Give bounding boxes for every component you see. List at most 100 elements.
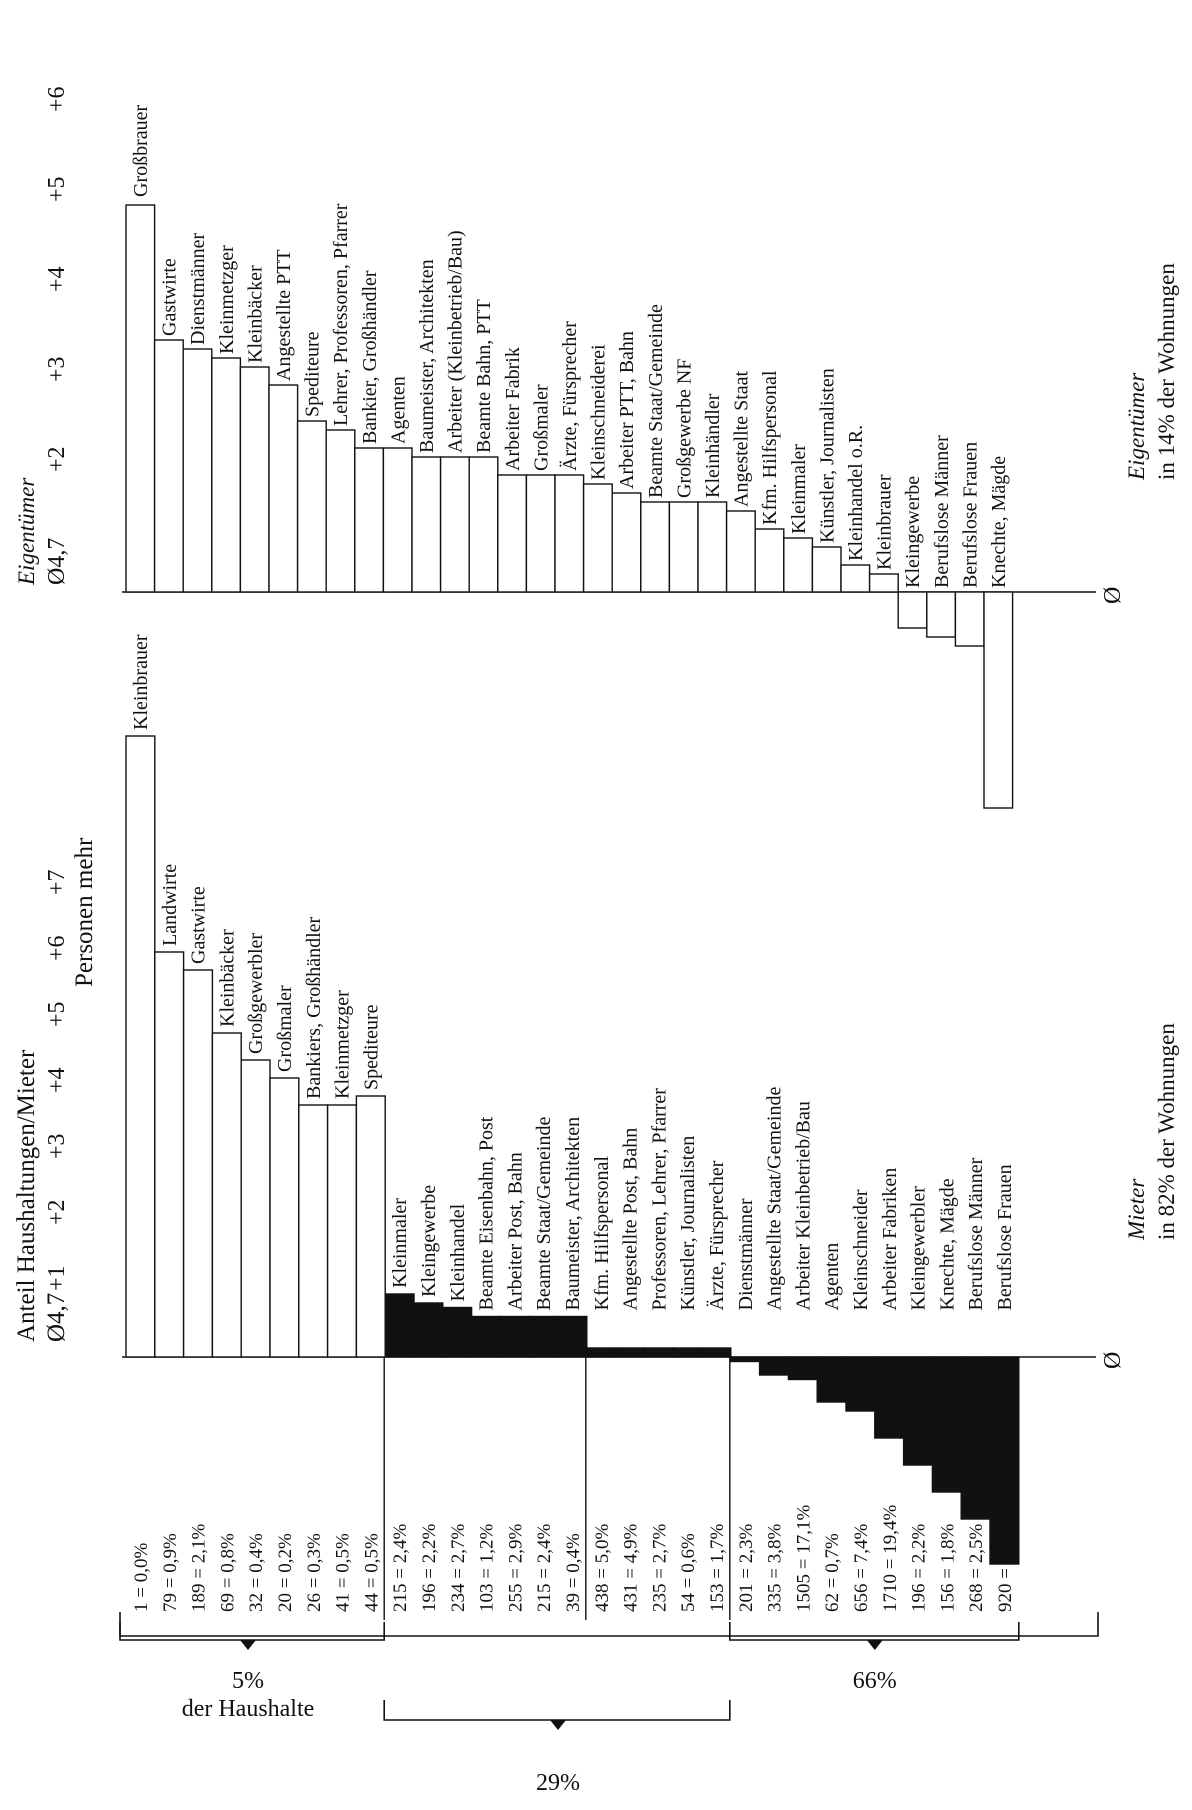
category-label: Agenten [387,376,409,444]
footnote-text: in 14% der Wohnungen [1154,263,1179,480]
scale-tick-label: +5 [44,1001,70,1027]
bar [811,546,842,593]
bar [384,1293,415,1358]
category-label: Beamte Staat/Gemeinde [533,1117,555,1311]
category-label: Landwirte [159,864,181,946]
bar [439,456,470,593]
bar [672,1347,703,1358]
bar [442,1306,473,1358]
bar [725,510,756,593]
scale-tick-label: +2 [44,446,70,472]
category-label: Baumeister, Architekten [562,1117,584,1311]
bar [582,483,613,593]
bar [354,447,385,593]
category-label: Großbrauer [130,104,152,197]
bar [470,1315,502,1358]
category-label: Großmaler [530,384,552,471]
category-label: Dienstmänner [735,1198,757,1311]
category-label: Berufslose Frauen [994,1164,1016,1310]
scale-tick-label: +3 [44,356,70,382]
scale-tick-label: +7 [44,869,70,895]
bar [182,969,214,1358]
category-label: Kleinhändler [702,393,724,498]
bracket-66 [729,1622,1020,1641]
count-label: 431 = 4,9% [621,1524,642,1612]
count-label: 69 = 0,8% [217,1533,238,1612]
category-label: Gastwirte [188,886,210,964]
category-label: Großmaler [274,985,296,1072]
bar [868,573,899,593]
count-label: 79 = 0,9% [160,1533,181,1612]
category-label: Angestellte PTT [273,249,295,381]
bar [787,1356,818,1381]
bar [926,591,957,638]
bar [269,1077,300,1358]
bar [468,456,499,593]
bar [668,501,699,593]
baseline-label: Ø4,7 [43,1293,70,1342]
bar [497,474,528,593]
category-label: Kleinhandel [447,1203,469,1301]
bracket-66-arrow [866,1640,883,1650]
category-label: Kleingewerbe [418,1185,440,1297]
bracket-5-arrow [240,1640,256,1650]
bar [554,474,585,593]
category-label: Spediteure [360,1004,382,1090]
category-label: Arbeiter Fabrik [502,347,524,471]
footnote-title: Mieter [1124,1178,1149,1241]
bar [902,1356,934,1466]
bracket-29-arrow [550,1720,566,1730]
bar [211,1032,242,1358]
count-label: 189 = 2,1% [189,1524,210,1612]
footnote-text: in 82% der Wohnungen [1154,1023,1179,1240]
bar [931,1356,962,1493]
bar [125,204,156,593]
count-label: 44 = 0,5% [361,1533,382,1612]
scale-tick-label: +6 [44,935,70,961]
category-label: Kleinmaler [788,444,810,534]
bar [897,591,928,629]
bar [783,537,814,593]
count-label: 438 = 5,0% [592,1524,613,1612]
count-label: 156 = 1,8% [937,1524,958,1612]
count-label: 54 = 0,6% [678,1533,699,1612]
category-label: Künstler, Journalisten [677,1136,699,1311]
category-label: Kfm. Hilfspersonal [759,370,781,525]
category-label: Bankiers, Großhändler [303,916,325,1099]
chart-title: Anteil Haushaltungen/Mieter [13,1049,40,1342]
category-label: Kleingewerbler [908,1186,930,1311]
category-label: Baumeister, Architekten [416,259,438,453]
category-label: Kleinbäcker [244,265,266,363]
bar [960,1356,991,1520]
bracket-5 [119,1622,385,1641]
count-label: 62 = 0,7% [822,1533,843,1612]
bar [499,1315,530,1358]
count-label: 255 = 2,9% [505,1524,526,1612]
bar [182,348,213,593]
bar [525,474,556,593]
count-label: 20 = 0,2% [275,1533,296,1612]
group-label-66: 66% [853,1668,897,1694]
category-label: Großgewerbe NF [673,359,695,498]
group-bracket [119,1612,1099,1637]
zero-label: Ø [1100,587,1126,604]
scale-unit: Personen mehr [71,837,98,987]
category-label: Kleinschneiderei [588,344,610,480]
bar [845,1356,876,1412]
category-label: Agenten [821,1243,843,1311]
bar [874,1356,905,1439]
bar [983,591,1014,809]
bar [154,951,185,1358]
category-label: Arbeiter Kleinbetrieb/Bau [792,1101,814,1310]
group-label-5: 5% [232,1668,264,1694]
category-label: Großgewerbler [245,933,267,1054]
category-label: Kleinbrauer [130,634,152,730]
bar [268,384,299,593]
bar [296,420,327,593]
count-label: 201 = 2,3% [736,1524,757,1612]
bar [557,1315,588,1358]
scale-tick-label: +5 [44,176,70,202]
bar [382,447,413,593]
count-label: 39 = 0,4% [563,1533,584,1612]
bar [697,501,728,593]
